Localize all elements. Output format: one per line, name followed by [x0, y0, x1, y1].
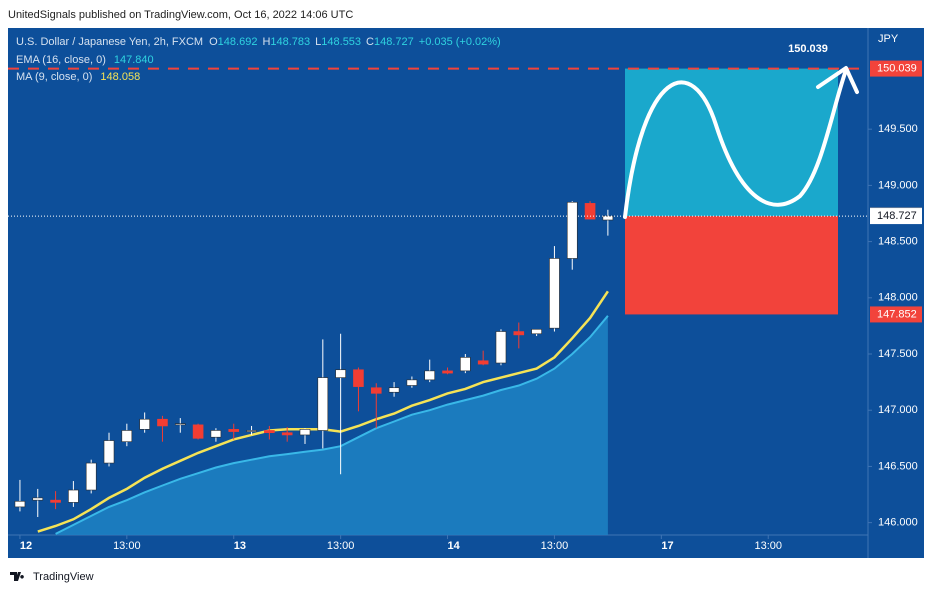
ohlc-value: 148.692	[218, 36, 258, 48]
candle-body	[406, 379, 418, 386]
candle-body	[495, 331, 507, 364]
x-tick-label: 17	[661, 540, 673, 552]
candle-body	[32, 497, 44, 501]
candle-body	[174, 423, 186, 426]
x-tick-label: 13:00	[541, 540, 569, 552]
candle-body	[549, 258, 560, 329]
y-tick-label: 149.500	[878, 123, 918, 135]
y-tick-label: 147.500	[878, 348, 918, 360]
candle-body	[584, 203, 596, 220]
candle-body	[424, 370, 436, 381]
candle-body	[442, 370, 453, 374]
indicator-line	[55, 315, 609, 535]
target-big-label: 150.039	[788, 43, 828, 55]
ohlc-value: 148.783	[270, 36, 310, 48]
forecast-arrowhead	[816, 66, 859, 94]
change-value: +0.035 (+0.02%)	[419, 36, 501, 48]
candle-body	[85, 462, 97, 491]
candle-body	[370, 387, 382, 394]
indicator-value: 147.840	[114, 54, 154, 66]
published-note: UnitedSignals published on TradingView.c…	[8, 9, 353, 21]
currency-label: JPY	[878, 33, 899, 45]
target-zone	[625, 68, 838, 217]
candle-body	[317, 377, 329, 431]
candle-body	[602, 215, 614, 221]
candle-body	[353, 369, 364, 387]
target-price-label: 150.039	[877, 62, 917, 74]
symbol-name: U.S. Dollar / Japanese Yen, 2h, FXCM	[16, 36, 203, 48]
y-tick-label: 148.000	[878, 292, 918, 304]
candle-body	[299, 429, 311, 436]
forecast-curve	[623, 68, 848, 219]
candle-body	[460, 357, 471, 372]
candle-body	[388, 387, 400, 393]
x-tick-label: 13:00	[113, 540, 141, 552]
y-tick-label: 146.000	[878, 517, 918, 529]
candle-body	[68, 489, 79, 503]
indicator-name: MA (9, close, 0)	[16, 71, 92, 83]
candle-body	[121, 430, 133, 442]
candle-body	[281, 432, 293, 436]
y-tick-label: 148.500	[878, 235, 918, 247]
last-price-label-box	[870, 208, 922, 225]
candle-body	[139, 418, 150, 430]
candle-body	[246, 430, 257, 432]
candle-body	[477, 360, 489, 365]
x-tick-label: 13:00	[754, 540, 782, 552]
last-price-label: 148.727	[877, 210, 917, 222]
y-tick-label: 146.500	[878, 460, 918, 472]
legend-main: U.S. Dollar / Japanese Yen, 2h, FXCM O148…	[16, 36, 501, 48]
stop-zone	[625, 216, 838, 315]
ohlc-key: L	[315, 36, 321, 48]
indicator-value: 148.058	[100, 71, 140, 83]
ohlc-key: H	[262, 36, 270, 48]
candle-body	[14, 500, 26, 508]
ohlc-value: 148.553	[321, 36, 361, 48]
indicator-legend: MA (9, close, 0) 148.058	[16, 71, 140, 83]
candle-body	[566, 201, 578, 259]
candle-body	[157, 418, 168, 427]
candle-body	[513, 331, 525, 336]
candle-body	[264, 430, 275, 434]
overlay-layer	[623, 66, 859, 219]
candle-body	[335, 369, 346, 378]
x-tick-label: 14	[448, 540, 461, 552]
stop-price-label-box	[870, 306, 922, 323]
footer-logo: TradingView	[10, 571, 94, 583]
ohlc-key: C	[366, 36, 374, 48]
candle-body	[50, 499, 61, 503]
plot-layer	[8, 67, 868, 535]
indicator-area	[55, 315, 608, 535]
y-tick-label: 149.000	[878, 179, 918, 191]
x-tick-label: 13:00	[327, 540, 355, 552]
x-tick-label: 12	[20, 540, 32, 552]
stop-price-label: 147.852	[877, 308, 917, 320]
ohlc-key: O	[209, 36, 218, 48]
ohlc-value: 148.727	[374, 36, 414, 48]
indicator-legend: EMA (16, close, 0) 147.840	[16, 54, 154, 66]
logo-icon	[10, 572, 24, 581]
candle-body	[192, 424, 204, 439]
candle-body	[210, 430, 222, 438]
indicator-name: EMA (16, close, 0)	[16, 54, 106, 66]
candle-body	[228, 429, 240, 432]
x-tick-label: 13	[234, 540, 246, 552]
candle-body	[531, 328, 542, 335]
target-price-label-box	[870, 60, 922, 77]
brand-name: TradingView	[33, 571, 94, 583]
y-tick-label: 147.000	[878, 404, 918, 416]
candle-body	[103, 440, 115, 464]
